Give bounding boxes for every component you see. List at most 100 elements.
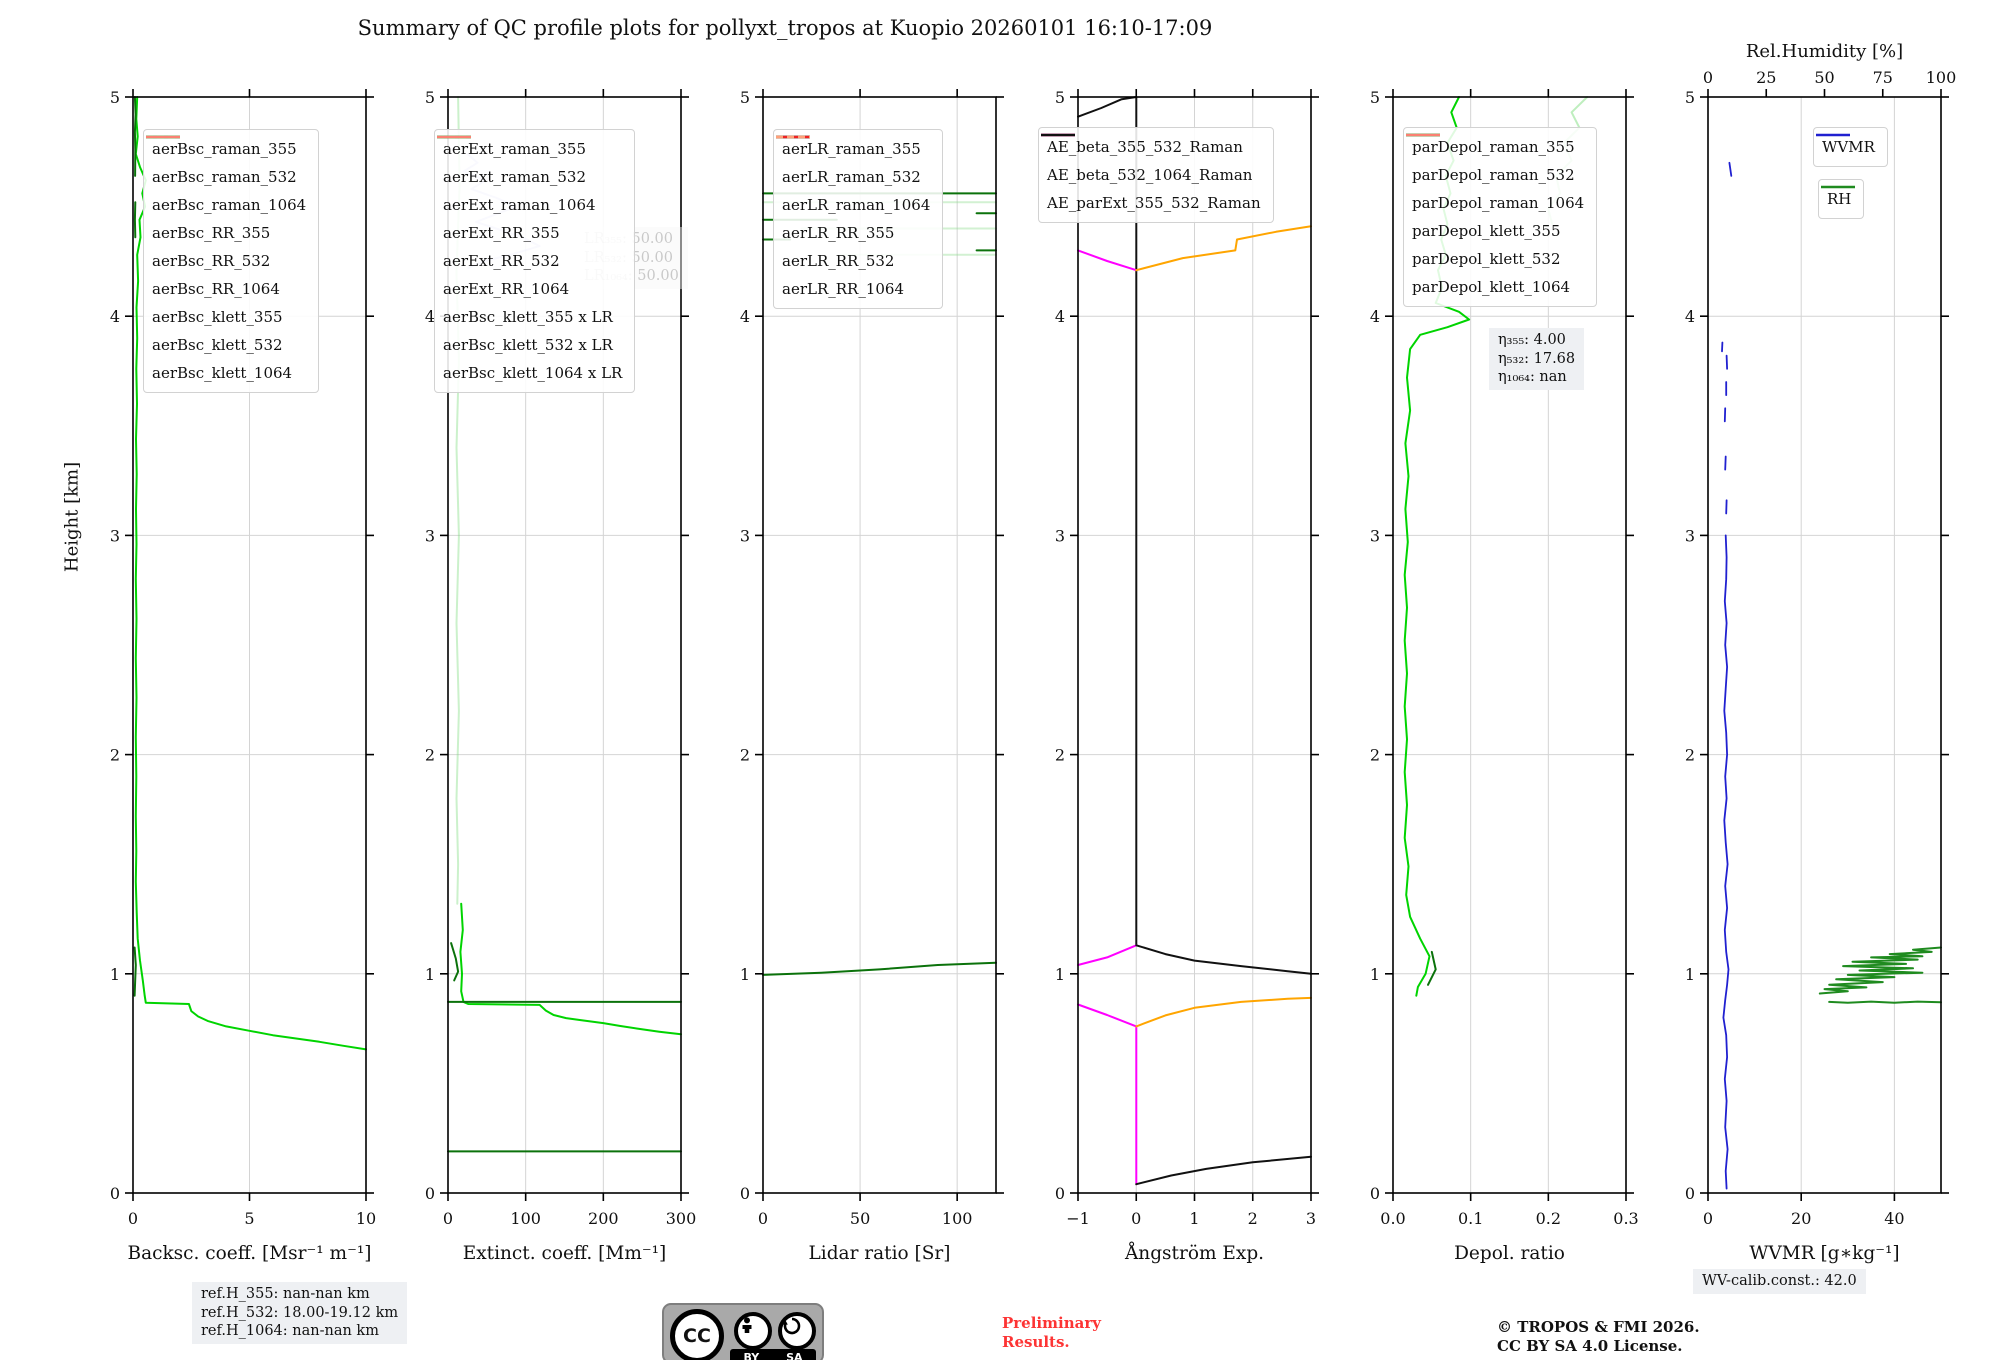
legend-label: aerExt_raman_1064 xyxy=(443,196,596,214)
legend-label: parDepol_klett_355 xyxy=(1412,222,1561,240)
legend-label: aerLR_raman_1064 xyxy=(782,196,931,214)
series-aerBsc_klett_532_x_LR xyxy=(459,902,682,1036)
legend-entry: aerLR_raman_1064 xyxy=(776,135,931,219)
y-tick-label: 0 xyxy=(1370,1184,1380,1203)
y-tick-label: 4 xyxy=(1055,307,1065,326)
legend-entry: AE_beta_532_1064_Raman xyxy=(1041,133,1261,189)
y-tick-label: 5 xyxy=(110,88,120,107)
legend-label: aerLR_RR_1064 xyxy=(782,280,905,298)
y-tick-label: 3 xyxy=(1370,526,1380,545)
legend-line-swatch xyxy=(1821,185,1855,189)
legend-entry: aerBsc_klett_1064 xyxy=(146,135,306,387)
legend-entry: aerBsc_RR_1064 xyxy=(146,135,306,303)
legend-entry: parDepol_klett_532 xyxy=(1406,133,1584,273)
x-tick-label: 200 xyxy=(588,1209,619,1228)
legend-wvmr_rh: WVMR xyxy=(1813,127,1888,167)
legend-entry: aerLR_RR_1064 xyxy=(776,135,930,303)
legend-label: aerBsc_raman_355 xyxy=(152,140,297,158)
legend-label: AE_parExt_355_532_Raman xyxy=(1047,194,1261,212)
series-AE_beta_355_532_low xyxy=(1135,996,1312,1028)
legend-label: parDepol_raman_355 xyxy=(1412,138,1575,156)
series-AE_beta_532_1064_top xyxy=(1077,249,1138,272)
legend-label: AE_beta_532_1064_Raman xyxy=(1047,166,1253,184)
x-tick-label: 40 xyxy=(1884,1209,1904,1228)
wv-calib-value: WV-calib.const.: 42.0 xyxy=(1702,1273,1857,1289)
legend-label: aerLR_RR_355 xyxy=(782,224,895,242)
legend-wvmr_rh-1: RH xyxy=(1818,179,1865,219)
y-tick-label: 3 xyxy=(1055,526,1065,545)
y-tick-label: 5 xyxy=(1370,88,1380,107)
cc-by-person-icon xyxy=(734,1312,772,1350)
figure-title: Summary of QC profile plots for pollyxt_… xyxy=(357,16,1213,40)
legend-extinction: aerExt_raman_355 aerExt_raman_532 aerExt_r… xyxy=(434,129,636,393)
x-tick-label: 0.2 xyxy=(1536,1209,1561,1228)
x-tick-label: 2 xyxy=(1248,1209,1258,1228)
legend-entry: aerBsc_klett_355 x LR xyxy=(437,135,622,331)
y-tick-label: 4 xyxy=(1685,307,1695,326)
legend-entry: parDepol_klett_355 xyxy=(1406,133,1584,245)
legend-line-swatch xyxy=(1041,133,1075,137)
series-AE_parExt_low xyxy=(1135,1155,1312,1186)
preliminary-results-note: Preliminary Results. xyxy=(1002,1314,1101,1352)
y-tick-label: 1 xyxy=(110,965,120,984)
ref-h-355: ref.H_355: nan-nan km xyxy=(201,1286,370,1302)
x-tick-label: 100 xyxy=(942,1209,973,1228)
legend-label: aerBsc_klett_532 xyxy=(152,336,283,354)
x-tick-label: 0 xyxy=(128,1209,138,1228)
copyright-line2: CC BY SA 4.0 License. xyxy=(1497,1336,1683,1355)
legend-label: aerBsc_klett_1064 xyxy=(152,364,293,382)
legend-label: aerExt_RR_355 xyxy=(443,224,560,242)
legend-line-swatch xyxy=(437,135,471,139)
legend-line-swatch xyxy=(1816,133,1850,137)
series-WVMR_d5 xyxy=(1725,354,1728,370)
x-tick-label: 0.3 xyxy=(1613,1209,1638,1228)
axes-frame-lidar_ratio xyxy=(762,96,997,1194)
legend-label: aerBsc_RR_532 xyxy=(152,252,271,270)
top-tick-label: 50 xyxy=(1814,68,1834,87)
series-aerBsc_raman_532_c xyxy=(133,946,137,997)
legend-line-swatch xyxy=(146,135,180,139)
y-tick-label: 3 xyxy=(1685,526,1695,545)
axes-frame-wvmr_rh xyxy=(1707,96,1942,1194)
y-tick-label: 2 xyxy=(110,746,120,765)
legend-backscatter: aerBsc_raman_355 aerBsc_raman_532 aerBsc_r… xyxy=(143,129,320,393)
legend-entry: parDepol_klett_1064 xyxy=(1406,133,1584,301)
x-axis-label-depol: Depol. ratio xyxy=(1454,1243,1565,1264)
legend-label: aerExt_raman_355 xyxy=(443,140,586,158)
top-tick-label: 75 xyxy=(1873,68,1893,87)
preliminary-line2: Results. xyxy=(1002,1332,1070,1351)
y-tick-label: 5 xyxy=(740,88,750,107)
eta-532-value: η₅₃₂: 17.68 xyxy=(1498,350,1576,367)
legend-entry: parDepol_raman_1064 xyxy=(1406,133,1584,217)
legend-entry: aerBsc_RR_355 xyxy=(146,135,306,247)
legend-entry: aerBsc_raman_532 xyxy=(146,135,306,191)
top-tick-label: 25 xyxy=(1756,68,1776,87)
x-tick-label: 0.0 xyxy=(1380,1209,1405,1228)
legend-entry: aerExt_RR_355 xyxy=(437,135,622,247)
series-AE_beta_532_1064_up xyxy=(1077,944,1138,966)
series-RH_cluster xyxy=(1818,946,1942,995)
legend-entry: AE_beta_355_532_Raman xyxy=(1041,133,1261,161)
eta-1064-value: η₁₀₆₄: nan xyxy=(1498,369,1567,386)
series-RH_flat xyxy=(1828,1000,1942,1004)
copyright-line1: © TROPOS & FMI 2026. xyxy=(1497,1318,1700,1336)
legend-label: aerBsc_klett_355 x LR xyxy=(443,308,613,326)
legend-label: aerExt_RR_532 xyxy=(443,252,560,270)
y-tick-label: 2 xyxy=(1055,746,1065,765)
x-tick-label: 300 xyxy=(666,1209,697,1228)
legend-label: RH xyxy=(1827,190,1852,208)
series-aerLR_raman_532_low xyxy=(762,961,997,976)
x-axis-label-extinction: Extinct. coeff. [Mm⁻¹] xyxy=(463,1243,667,1264)
x-tick-label: 20 xyxy=(1791,1209,1811,1228)
legend-entry: aerExt_raman_1064 xyxy=(437,135,622,219)
x-tick-label: 10 xyxy=(356,1209,376,1228)
legend-entry: aerExt_raman_532 xyxy=(437,135,622,191)
legend-entry: parDepol_raman_532 xyxy=(1406,133,1584,189)
y-tick-label: 1 xyxy=(1055,965,1065,984)
series-parDepol_raman_532_hook xyxy=(1427,950,1437,986)
series-AE_beta_355_532_top xyxy=(1135,225,1312,272)
cc-by-sa-labels: BY SA xyxy=(730,1349,816,1360)
y-tick-label: 0 xyxy=(425,1184,435,1203)
y-tick-label: 2 xyxy=(1370,746,1380,765)
x-tick-label: 0 xyxy=(758,1209,768,1228)
